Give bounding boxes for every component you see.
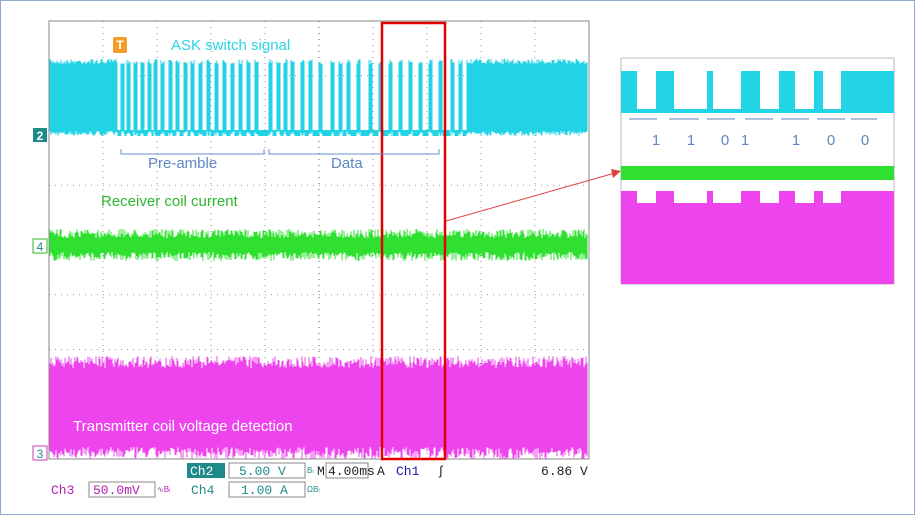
figure: T ASK switch signal Pre-amble Data Recei… <box>0 0 915 515</box>
status-ch2-scale: 5.00 V <box>239 464 286 479</box>
status-slope: ʃ <box>437 464 445 479</box>
inset-dip <box>713 191 741 203</box>
status-time: 4.00ms <box>328 464 375 479</box>
inset-pulse <box>707 71 713 113</box>
status-ch2: Ch2 <box>190 464 213 479</box>
status-ch3-scale: 50.0mV <box>93 483 140 498</box>
inset-pulse <box>841 71 894 113</box>
inset-pulse <box>656 71 674 113</box>
status-ch4: Ch4 <box>191 483 215 498</box>
preamble-label: Pre-amble <box>148 155 217 172</box>
ch4-marker-label: 4 <box>37 240 44 254</box>
inset-dip <box>637 191 656 203</box>
inset-bit: 0 <box>721 132 729 149</box>
status-ch3-coupling: ∿Bₗ <box>157 485 170 494</box>
inset-dip <box>823 191 841 203</box>
inset-bit: 1 <box>792 132 800 149</box>
inset-dip <box>760 191 779 203</box>
status-a: A <box>377 464 385 479</box>
inset-base <box>621 109 894 113</box>
data-label: Data <box>331 155 363 172</box>
status-trigger-level: 6.86 V <box>541 464 588 479</box>
ch2-marker-label: 2 <box>37 129 44 143</box>
inset-bit: 1 <box>652 132 660 149</box>
status-m: M <box>317 464 325 479</box>
scope-figure: T ASK switch signal Pre-amble Data Recei… <box>1 1 914 514</box>
arrow-head <box>611 169 621 178</box>
inset-pulse <box>779 71 795 113</box>
inset-green <box>621 166 894 180</box>
inset-bit: 1 <box>741 132 749 149</box>
receiver-label: Receiver coil current <box>101 193 239 210</box>
status-ch4-scale: 1.00 A <box>241 483 288 498</box>
inset-magenta <box>621 191 894 284</box>
inset-waveforms <box>621 71 894 284</box>
inset-dip <box>795 191 814 203</box>
inset-bit: 1 <box>687 132 695 149</box>
inset-pulse <box>741 71 760 113</box>
ask-label: ASK switch signal <box>171 37 290 54</box>
inset-pulse <box>621 71 637 113</box>
ch3-marker-label: 3 <box>37 447 44 461</box>
inset-dip <box>674 191 707 203</box>
transmitter-label: Transmitter coil voltage detection <box>73 418 293 435</box>
status-ch1: Ch1 <box>396 464 420 479</box>
trigger-label: T <box>116 38 124 52</box>
status-ch4-coupling: ΩBₗ <box>307 485 320 494</box>
inset-bit: 0 <box>827 132 835 149</box>
inset-bit: 0 <box>861 132 869 149</box>
status-bw: Bₗ <box>307 466 314 475</box>
status-ch3: Ch3 <box>51 483 74 498</box>
inset-pulse <box>814 71 823 113</box>
waveform <box>50 356 587 459</box>
